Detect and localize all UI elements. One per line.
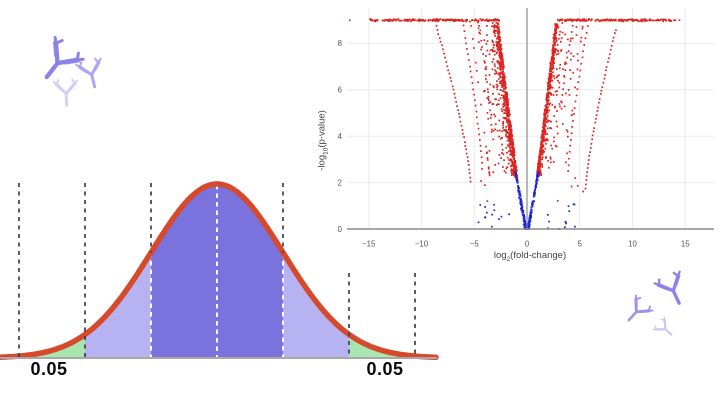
antibody-cluster-top-left [44,35,102,107]
white-dashed-sd-lines [150,185,284,357]
antibody-icon [44,35,85,80]
antibody-icon [652,316,673,336]
antibody-icon [627,294,654,322]
svg-text:0: 0 [338,225,343,234]
scatter-points-layer [348,18,681,230]
svg-text:6: 6 [338,86,342,95]
distribution-curve [0,181,439,361]
svg-text:0: 0 [525,240,530,249]
svg-text:10: 10 [628,240,637,249]
dark-dashed-sd-lines [18,183,416,358]
svg-text:−15: −15 [362,240,376,249]
svg-text:2: 2 [338,178,342,187]
svg-text:−5: −5 [470,240,480,249]
antibody-icon [653,270,681,305]
svg-text:−10: −10 [415,240,429,249]
antibody-icon [75,57,102,89]
svg-text:4: 4 [338,132,343,141]
svg-text:15: 15 [681,240,690,249]
right-tail-probability-label: 0.05 [366,359,404,379]
x-axis-tick-labels: −15 −10 −5 0 5 10 15 [362,240,690,249]
svg-text:5: 5 [578,240,583,249]
volcano-x-axis-title: log2(fold-change) [493,250,567,263]
normal-distribution-plot [0,181,439,361]
svg-text:8: 8 [338,39,342,48]
antibody-cluster-bottom-right [627,270,681,336]
axes [347,8,714,230]
left-tail-probability-label: 0.05 [30,359,68,379]
antibody-icon [52,78,79,107]
gridlines [347,8,714,230]
y-axis-tick-labels: 0 2 4 6 8 [338,39,343,234]
volcano-plot: 0 2 4 6 8 −15 −10 −5 0 5 10 15 [338,8,714,249]
